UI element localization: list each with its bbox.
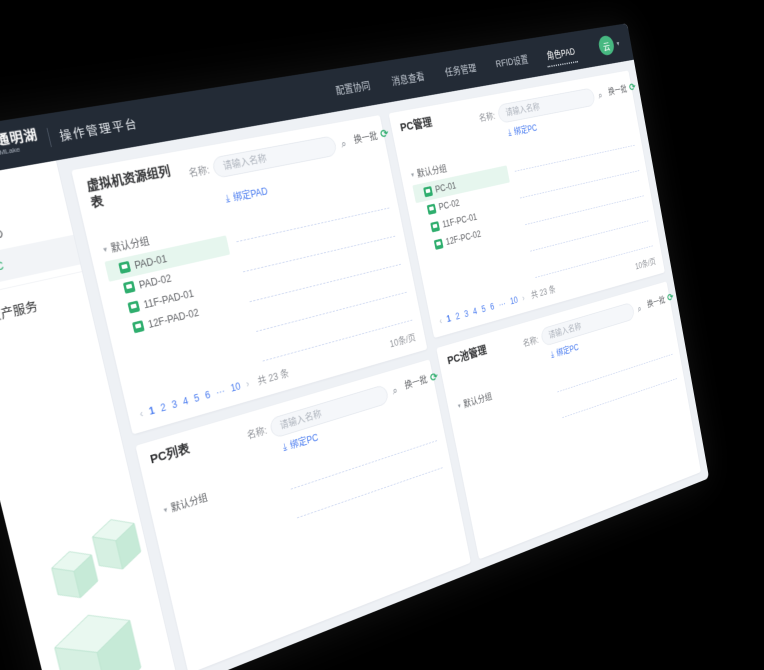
- nav-item-messages[interactable]: 消息查看: [390, 69, 426, 87]
- prev-page-arrow[interactable]: ‹: [438, 315, 443, 327]
- avatar[interactable]: 云: [597, 34, 616, 57]
- sidebar-item-assets[interactable]: 资产服务: [0, 271, 93, 347]
- bind-pc-link[interactable]: ⤓ 绑定PC: [507, 121, 538, 139]
- page-number[interactable]: 1: [445, 312, 452, 324]
- refresh-batch-button[interactable]: 换一批 ⟳: [607, 80, 637, 97]
- bind-label: 绑定PC: [513, 122, 538, 138]
- tree-item-label: PAD-02: [137, 271, 173, 291]
- page-number[interactable]: 4: [472, 305, 478, 317]
- tree-item-label: PC-01: [434, 180, 457, 195]
- refresh-label: 换一批: [403, 374, 429, 392]
- bind-icon: ⤓: [224, 191, 231, 204]
- nav-item-tasks[interactable]: 任务管理: [443, 61, 478, 78]
- page-number[interactable]: 6: [489, 300, 496, 312]
- device-icon: [122, 280, 136, 294]
- page-number[interactable]: 4: [181, 395, 190, 408]
- caret-down-icon: ▾: [457, 401, 462, 410]
- app-body: ⟳ 协作台 – PAD – PC 资产服务: [0, 60, 709, 670]
- device-tree: ▾ 默认分组 PAD-01 PAD-02: [99, 213, 254, 396]
- tree-item-label: PC-02: [437, 197, 461, 213]
- search-icon[interactable]: ⌕: [339, 136, 348, 150]
- tree-item-label: 12F-PC-02: [444, 228, 482, 248]
- bind-pc-link[interactable]: ⤓ 绑定PC: [550, 341, 580, 361]
- search-icon[interactable]: ⌕: [636, 302, 643, 315]
- device-tree: ▾ 默认分组 PC-01 PC-02: [408, 146, 528, 305]
- page-number[interactable]: 10: [229, 380, 242, 395]
- page-number[interactable]: 5: [480, 303, 487, 315]
- refresh-label: 换一批: [646, 294, 666, 310]
- per-page[interactable]: 10条/页: [388, 331, 417, 350]
- page-number[interactable]: 3: [170, 398, 179, 411]
- caret-down-icon: ▾: [102, 244, 108, 254]
- page-number[interactable]: 2: [159, 401, 168, 415]
- name-label: 名称:: [246, 424, 269, 442]
- page-number[interactable]: 5: [192, 391, 201, 405]
- nav-item-rfid[interactable]: RFID设置: [494, 53, 529, 70]
- device-icon: [422, 185, 433, 198]
- bind-label: 绑定PAD: [232, 185, 269, 204]
- page-number[interactable]: 3: [463, 307, 470, 320]
- refresh-batch-button[interactable]: 换一批 ⟳: [646, 291, 674, 311]
- page-ellipsis: ···: [214, 384, 227, 399]
- tree-root-label: 默认分组: [416, 163, 448, 180]
- page-ellipsis: ···: [497, 297, 507, 310]
- nav-item-config[interactable]: 配置协同: [334, 78, 372, 96]
- refresh-icon: ⟳: [628, 81, 637, 94]
- name-label: 名称:: [522, 334, 540, 349]
- refresh-icon: ⟳: [428, 369, 440, 385]
- bind-icon: ⤓: [507, 126, 513, 138]
- sidebar-item-label: PC: [0, 258, 6, 275]
- refresh-label: 换一批: [352, 130, 379, 146]
- bind-label: 绑定PC: [289, 431, 320, 451]
- sidebar-item-label: PAD: [0, 226, 5, 245]
- brand-text: 云科通明湖 Turbo · TMLake: [0, 127, 41, 162]
- tree-item-label: PAD-01: [133, 252, 168, 271]
- page-number[interactable]: 2: [454, 310, 461, 322]
- per-page[interactable]: 10条/页: [634, 256, 657, 272]
- sidebar-item-label: 资产服务: [0, 298, 39, 324]
- page-number[interactable]: 6: [203, 388, 212, 402]
- refresh-label: 换一批: [607, 83, 628, 97]
- page-number[interactable]: 1: [147, 404, 156, 418]
- tree-root-label: 默认分组: [462, 391, 493, 410]
- user-menu[interactable]: 云 ▾: [597, 34, 621, 57]
- device-icon: [433, 238, 444, 250]
- refresh-icon: ⟳: [379, 126, 390, 142]
- chevron-down-icon: ▾: [616, 39, 620, 48]
- bind-icon: ⤓: [549, 349, 555, 360]
- name-label: 名称:: [187, 163, 211, 180]
- total-count: 共 23 条: [256, 367, 290, 387]
- next-page-arrow[interactable]: ›: [521, 292, 526, 303]
- nav-item-role-pad[interactable]: 角色PAD: [543, 39, 578, 68]
- page-number[interactable]: 10: [509, 294, 519, 307]
- header-divider: [46, 127, 52, 148]
- refresh-batch-button[interactable]: 换一批 ⟳: [403, 369, 439, 392]
- refresh-icon: ⟳: [666, 291, 675, 305]
- device-icon: [429, 220, 440, 233]
- bind-pad-link[interactable]: ⤓ 绑定PAD: [224, 183, 269, 205]
- app-window: e 云科通明湖 Turbo · TMLake 操作管理平台 配置协同 消息查看 …: [0, 23, 710, 670]
- caret-down-icon: ▾: [162, 504, 169, 514]
- device-icon: [132, 320, 145, 334]
- caret-down-icon: ▾: [410, 170, 415, 179]
- device-icon: [127, 300, 141, 314]
- prev-page-arrow[interactable]: ‹: [138, 407, 145, 420]
- device-icon: [426, 203, 437, 215]
- bind-icon: ⤓: [281, 440, 288, 453]
- refresh-batch-button[interactable]: 换一批 ⟳: [352, 126, 390, 146]
- device-icon: [118, 260, 132, 274]
- product-title: 操作管理平台: [58, 116, 140, 143]
- next-page-arrow[interactable]: ›: [244, 377, 251, 390]
- bind-label: 绑定PC: [555, 342, 580, 359]
- scene: e 云科通明湖 Turbo · TMLake 操作管理平台 配置协同 消息查看 …: [0, 23, 710, 670]
- name-label: 名称:: [478, 110, 497, 124]
- search-icon[interactable]: ⌕: [391, 383, 399, 398]
- search-icon[interactable]: ⌕: [597, 89, 604, 101]
- total-count: 共 23 条: [530, 284, 557, 301]
